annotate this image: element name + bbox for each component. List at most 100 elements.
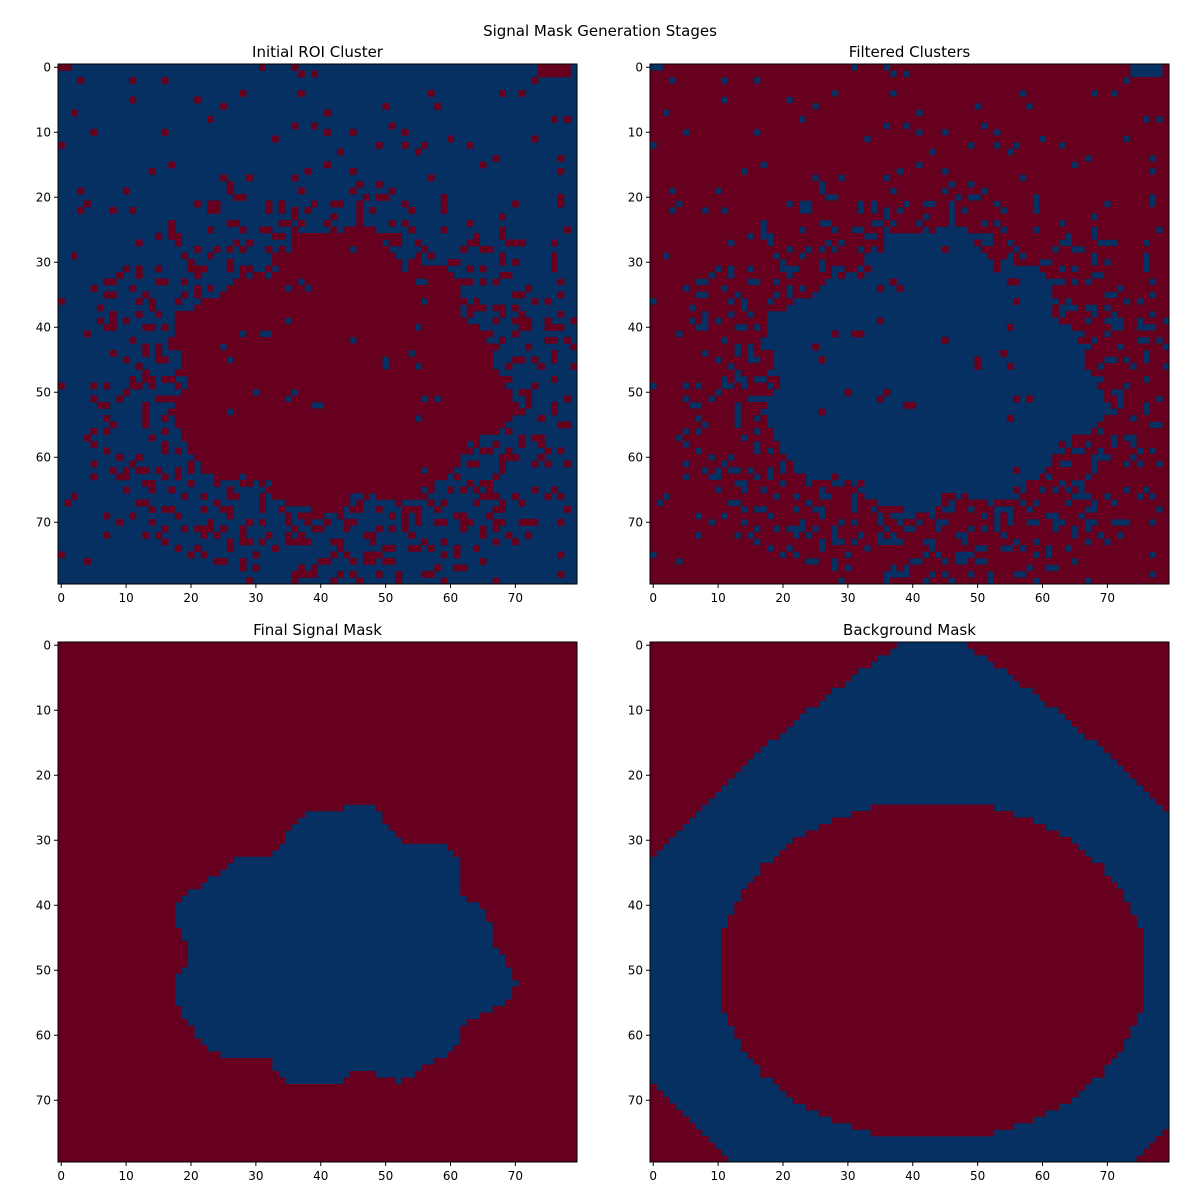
- heatmap-cell: [1123, 765, 1170, 773]
- heatmap-cell: [922, 129, 943, 136]
- heatmap-cell: [1013, 259, 1040, 266]
- heatmap-cell: [103, 532, 111, 539]
- heatmap-cell: [864, 226, 884, 234]
- heatmap-cell: [401, 220, 409, 227]
- heatmap-cell: [1071, 298, 1124, 305]
- heatmap-cell: [220, 525, 227, 533]
- heatmap-cell: [148, 304, 156, 312]
- heatmap-cell: [890, 226, 923, 234]
- heatmap-cell: [499, 454, 519, 461]
- heatmap-cell: [650, 817, 690, 825]
- x-tick-label: 40: [313, 1169, 328, 1183]
- heatmap-cell: [58, 1032, 195, 1039]
- heatmap-cell: [492, 441, 500, 448]
- heatmap-cell: [544, 324, 565, 331]
- heatmap-cell: [1091, 317, 1105, 325]
- heatmap-cell: [551, 376, 558, 383]
- heatmap-cell: [479, 246, 493, 253]
- heatmap-cell: [1091, 577, 1170, 585]
- heatmap-cell: [1065, 713, 1170, 721]
- heatmap-cell: [479, 493, 500, 500]
- heatmap-cell: [135, 272, 143, 279]
- heatmap-cell: [460, 525, 468, 533]
- heatmap-cell: [935, 148, 1008, 156]
- heatmap-cell: [492, 538, 500, 546]
- heatmap-cell: [909, 564, 1027, 572]
- heatmap-cell: [58, 928, 182, 935]
- heatmap-cell: [890, 525, 904, 533]
- heatmap-cell: [928, 226, 936, 234]
- heatmap-cell: [838, 272, 845, 279]
- heatmap-cell: [747, 382, 768, 390]
- heatmap-cell: [551, 259, 558, 266]
- heatmap-cell: [460, 486, 468, 494]
- heatmap-cell: [1162, 395, 1170, 403]
- heatmap-cell: [1162, 804, 1170, 812]
- heatmap-cell: [760, 278, 774, 286]
- heatmap-cell: [831, 330, 839, 338]
- heatmap-cell: [434, 519, 448, 526]
- heatmap-cell: [753, 532, 794, 539]
- heatmap-cell: [1130, 298, 1137, 305]
- heatmap-cell: [421, 142, 429, 149]
- heatmap-cell: [557, 551, 565, 559]
- heatmap-cell: [747, 324, 755, 331]
- heatmap-cell: [838, 194, 956, 201]
- heatmap-cell: [538, 70, 571, 78]
- axes-frame: [649, 63, 1170, 585]
- heatmap-cell: [1097, 382, 1124, 390]
- y-tick-label: 40: [628, 898, 643, 912]
- heatmap-cell: [1149, 402, 1170, 409]
- heatmap-cell: [291, 213, 299, 221]
- heatmap-cell: [1136, 363, 1163, 370]
- heatmap-cell: [1078, 278, 1085, 286]
- heatmap-cell: [766, 161, 917, 169]
- heatmap-cell: [747, 480, 781, 487]
- heatmap-cell: [135, 467, 150, 474]
- heatmap-cell: [792, 200, 800, 208]
- heatmap-cell: [388, 525, 396, 533]
- panel-title: Filtered Clusters: [849, 43, 971, 61]
- heatmap-cell: [675, 187, 716, 195]
- heatmap-cell: [492, 317, 500, 325]
- heatmap-cell: [1013, 545, 1021, 552]
- heatmap-cell: [805, 252, 865, 260]
- heatmap-cell: [650, 564, 832, 572]
- heatmap-cell: [213, 499, 221, 507]
- heatmap-cell: [278, 246, 286, 253]
- heatmap-cell: [531, 460, 539, 468]
- heatmap-cell: [650, 213, 884, 221]
- heatmap-cell: [414, 519, 422, 526]
- heatmap-cell: [818, 824, 1047, 831]
- heatmap-cell: [1097, 337, 1137, 344]
- heatmap-cell: [1104, 376, 1144, 383]
- heatmap-cell: [1052, 304, 1060, 312]
- heatmap-cell: [1149, 350, 1170, 357]
- heatmap-cell: [1065, 220, 1170, 227]
- heatmap-cell: [401, 837, 578, 844]
- heatmap-cell: [779, 525, 787, 533]
- heatmap-cell: [1019, 246, 1053, 253]
- heatmap-cell: [525, 395, 532, 403]
- heatmap-cell: [1156, 291, 1170, 299]
- heatmap-cell: [382, 558, 396, 565]
- heatmap-cell: [948, 571, 969, 578]
- x-tick-label: 50: [378, 591, 393, 605]
- heatmap-cell: [213, 473, 240, 481]
- heatmap-cell: [760, 356, 774, 364]
- heatmap-cell: [760, 863, 1105, 870]
- y-tick-label: 60: [628, 1028, 643, 1042]
- heatmap-cell: [1045, 272, 1092, 279]
- heatmap-cell: [58, 1149, 578, 1156]
- heatmap-cell: [58, 960, 189, 968]
- heatmap-cell: [304, 207, 312, 214]
- heatmap-cell: [753, 265, 781, 273]
- heatmap-cell: [650, 187, 670, 195]
- heatmap-cell: [447, 486, 455, 494]
- heatmap-cell: [1039, 551, 1047, 559]
- heatmap-cell: [650, 837, 670, 844]
- heatmap-cell: [695, 304, 742, 312]
- heatmap-cell: [460, 889, 578, 896]
- heatmap-cell: [174, 415, 416, 422]
- heatmap-cell: [1065, 480, 1072, 487]
